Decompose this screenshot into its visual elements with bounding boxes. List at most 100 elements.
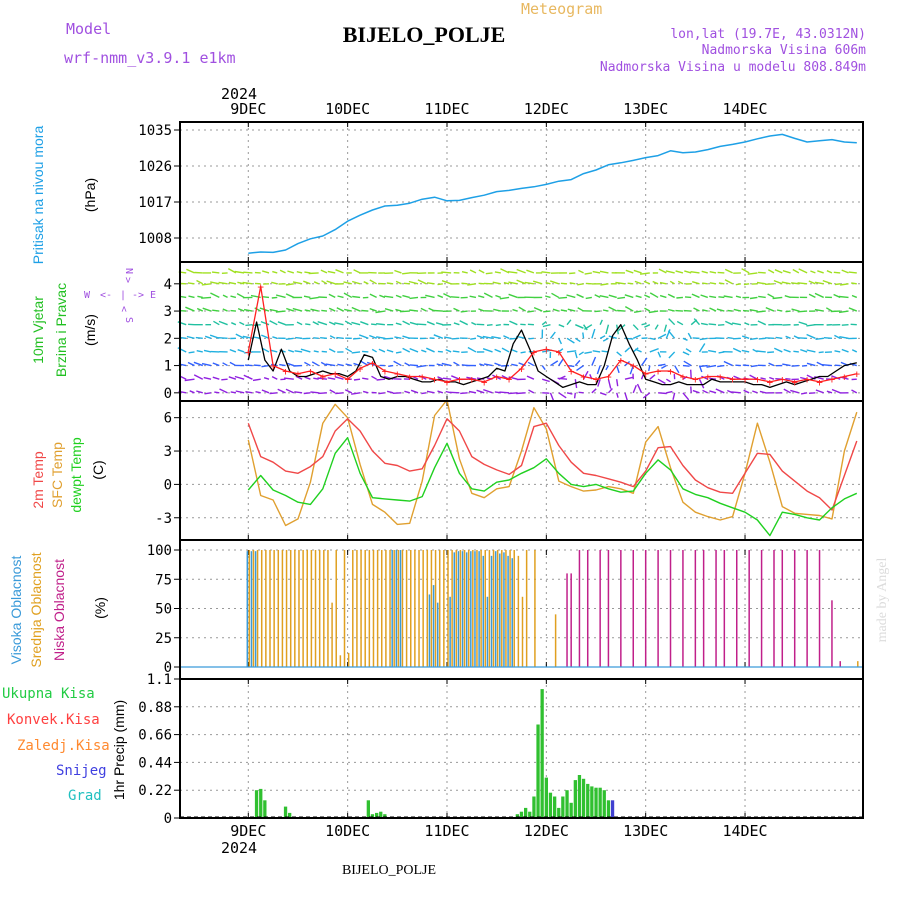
wind-arrow [482,348,493,353]
wind-arrow [284,377,294,380]
wind-arrow [624,376,634,380]
wind-gust-marker: + [791,376,798,389]
cloud-ytick-label: 75 [155,572,172,588]
wind-arrow [467,346,477,353]
wind-arrow [566,337,575,344]
precip-bar [602,790,606,818]
wind-arrow [203,376,212,380]
wind-arrow [851,294,858,299]
wind-arrow [667,330,676,339]
precip-legend-item: Ukupna Kisa [2,686,95,702]
wind-arrow [709,390,717,394]
wind-arrow [483,388,493,394]
wind-arrow [566,319,572,326]
wind-arrow [717,323,725,326]
wind-arrow [584,351,592,354]
wind-arrow [371,375,377,380]
wind-arrow [558,358,564,366]
wind-arrow [578,269,584,274]
wind-arrow [344,389,353,394]
wind-arrow [317,321,328,326]
wind-arrow [369,293,377,299]
wind-arrow [582,370,589,380]
wind-arrow [468,390,477,394]
wind-arrow [516,279,526,285]
wind-arrow [471,321,477,326]
wind-arrow [435,322,444,326]
wind-arrow [520,351,526,354]
wind-arrow [261,389,270,394]
wind-arrow [758,271,766,274]
wind-arrow [665,329,671,339]
wind-arrow [731,391,741,394]
compass-arrow-left: <- [100,290,112,301]
wind-arrow [508,281,518,285]
wind-arrow [395,294,402,299]
wind-arrow [583,324,588,331]
wind-arrow [287,362,295,367]
pressure-ytick-label: 1026 [138,159,172,175]
wind-arrow [840,283,849,286]
wind-arrow [343,281,352,285]
wind-gust-marker: + [655,365,662,378]
wind-gust-marker: + [518,362,525,375]
wind-arrow [294,391,303,394]
wind-arrow [727,309,733,312]
precip-bar [573,780,577,818]
wind-arrow [526,375,535,380]
wind-arrow [453,361,460,367]
top-x-tick-label: 9DEC [230,100,266,118]
precip-bar [283,806,288,818]
wind-arrow [204,335,212,339]
wind-gust-marker: + [295,368,302,381]
wind-arrow [261,364,270,368]
wind-gust-marker: + [431,373,438,386]
wind-arrow [851,349,858,353]
compass-arrow-right: -> [132,290,144,301]
wind-arrow [698,343,706,353]
wind-arrow [814,292,824,299]
wind-arrow [375,310,386,314]
wind-arrow [334,376,344,380]
wind-gust-marker: + [282,365,289,378]
wind-arrow [286,307,295,312]
wind-arrow [542,324,551,328]
wind-ytick-label: 4 [164,277,172,293]
wind-arrow [839,310,849,314]
wind-arrow [437,294,444,299]
wind-arrow [549,392,555,402]
precip-legend-item: Grad [68,788,102,804]
wind-arrow [649,292,659,299]
wind-arrow [834,334,841,339]
wind-arrow [195,336,203,340]
wind-arrow [768,362,775,367]
wind-arrow [699,337,708,341]
wind-arrow [237,307,245,312]
wind-arrow [186,335,195,339]
bottom-year-label: 2024 [221,839,257,857]
mid-cloud-ylabel: Srednja Oblacnost [28,552,44,667]
wind-arrow [690,271,700,274]
wind-arrow [260,320,270,326]
wind-arrow [516,268,526,274]
wind-gust-marker: + [332,368,339,381]
wind-arrow [327,270,336,274]
wind-arrow [252,378,261,382]
wind-arrow [801,364,808,367]
wind-arrow [815,389,824,394]
wind-arrow [503,335,510,339]
wind-arrow [395,308,402,312]
wind-arrow [608,306,618,312]
wind-arrow [533,280,543,285]
wind-arrow [416,364,427,368]
wind-arrow [757,320,767,326]
cloud-unit: (%) [92,597,108,619]
wind-gust-marker: + [630,360,637,373]
cloud-ytick-label: 25 [155,631,172,647]
wind-arrow [668,351,676,359]
precip-bar [553,796,557,818]
wind-arrow [441,271,452,274]
wind-arrow [362,350,369,353]
wind-arrow [461,271,468,274]
wind-arrow [549,280,559,285]
